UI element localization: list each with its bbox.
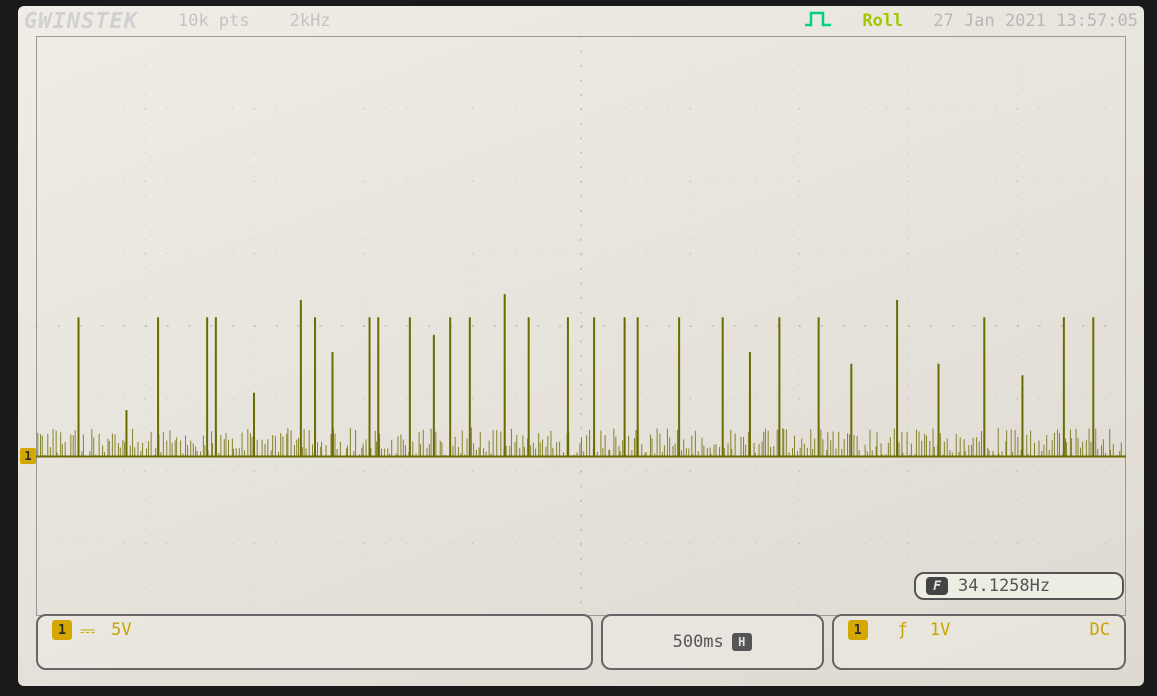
trigger-source-badge: 1	[848, 620, 868, 640]
bottom-status-panels: 1 ⎓ 5V 500ms H 1 ƒ 1V DC	[36, 614, 1126, 670]
coupling-icon: ⎓	[80, 620, 93, 642]
memory-depth: 10k pts	[178, 11, 250, 31]
ch1-panel[interactable]: 1 ⎓ 5V	[36, 614, 593, 670]
trigger-mode-icon	[804, 10, 832, 33]
trigger-slope-icon: ƒ	[898, 620, 908, 640]
sample-rate: 2kHz	[290, 11, 331, 31]
waveform-display	[36, 36, 1126, 616]
ch1-baseline-marker: 1	[20, 448, 36, 464]
brand-logo: GWINSTEK	[24, 9, 138, 34]
ch1-vdiv: 5V	[111, 620, 131, 640]
acquisition-mode: Roll	[862, 11, 903, 31]
frequency-value: 34.1258Hz	[958, 576, 1050, 596]
trigger-panel[interactable]: 1 ƒ 1V DC	[832, 614, 1126, 670]
datetime: 27 Jan 2021 13:57:05	[933, 11, 1138, 31]
frequency-readout: F 34.1258Hz	[914, 572, 1124, 600]
timebase-badge-icon: H	[732, 633, 752, 651]
trigger-level: 1V	[930, 620, 950, 640]
ch1-number-badge: 1	[52, 620, 72, 640]
oscilloscope-screen: GWINSTEK 10k pts 2kHz Roll 27 Jan 2021 1…	[18, 6, 1144, 686]
timebase-value: 500ms	[673, 632, 724, 652]
trigger-coupling: DC	[1090, 620, 1110, 640]
timebase-panel[interactable]: 500ms H	[601, 614, 824, 670]
top-status-bar: GWINSTEK 10k pts 2kHz Roll 27 Jan 2021 1…	[18, 6, 1144, 36]
freq-badge-icon: F	[926, 577, 948, 595]
waveform-trace	[36, 36, 1126, 616]
